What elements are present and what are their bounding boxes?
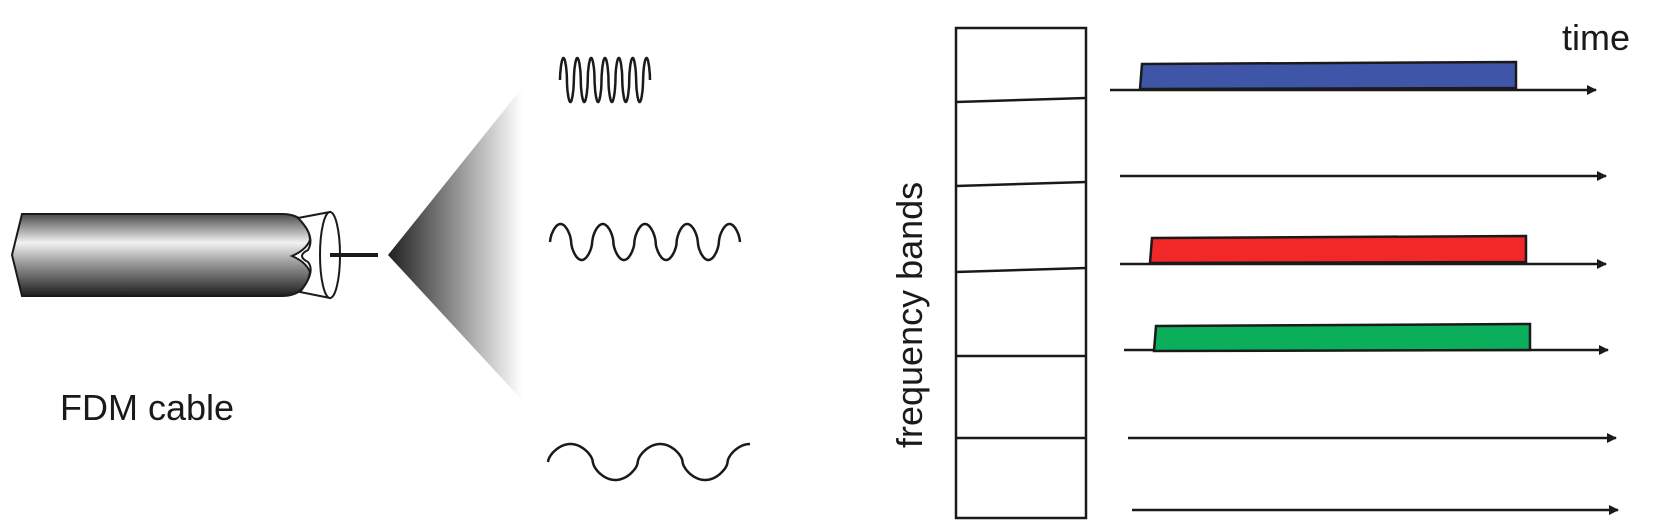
low-frequency-wave [546,442,750,482]
band-divider-3 [955,266,1087,274]
cable-illustration [10,88,522,400]
frequency-band-column [954,26,1088,520]
time-axes [1110,85,1619,515]
channel-band-3 [1148,234,1528,265]
time-axis-label: time [1562,17,1630,58]
cable-label: FDM cable [60,387,234,428]
channel-allocations [1138,60,1532,353]
band-divider-2 [955,180,1087,188]
signal-spread-cone [388,88,522,400]
band-column-frame [954,26,1088,520]
cable-body [10,213,312,297]
band-divider-1 [955,96,1087,104]
medium-frequency-wave [548,222,742,262]
channel-band-4 [1152,322,1532,353]
frequency-axis-label: frequency bands [889,182,930,448]
channel-band-1 [1138,60,1518,91]
waveforms [546,56,750,482]
high-frequency-wave [558,56,652,104]
